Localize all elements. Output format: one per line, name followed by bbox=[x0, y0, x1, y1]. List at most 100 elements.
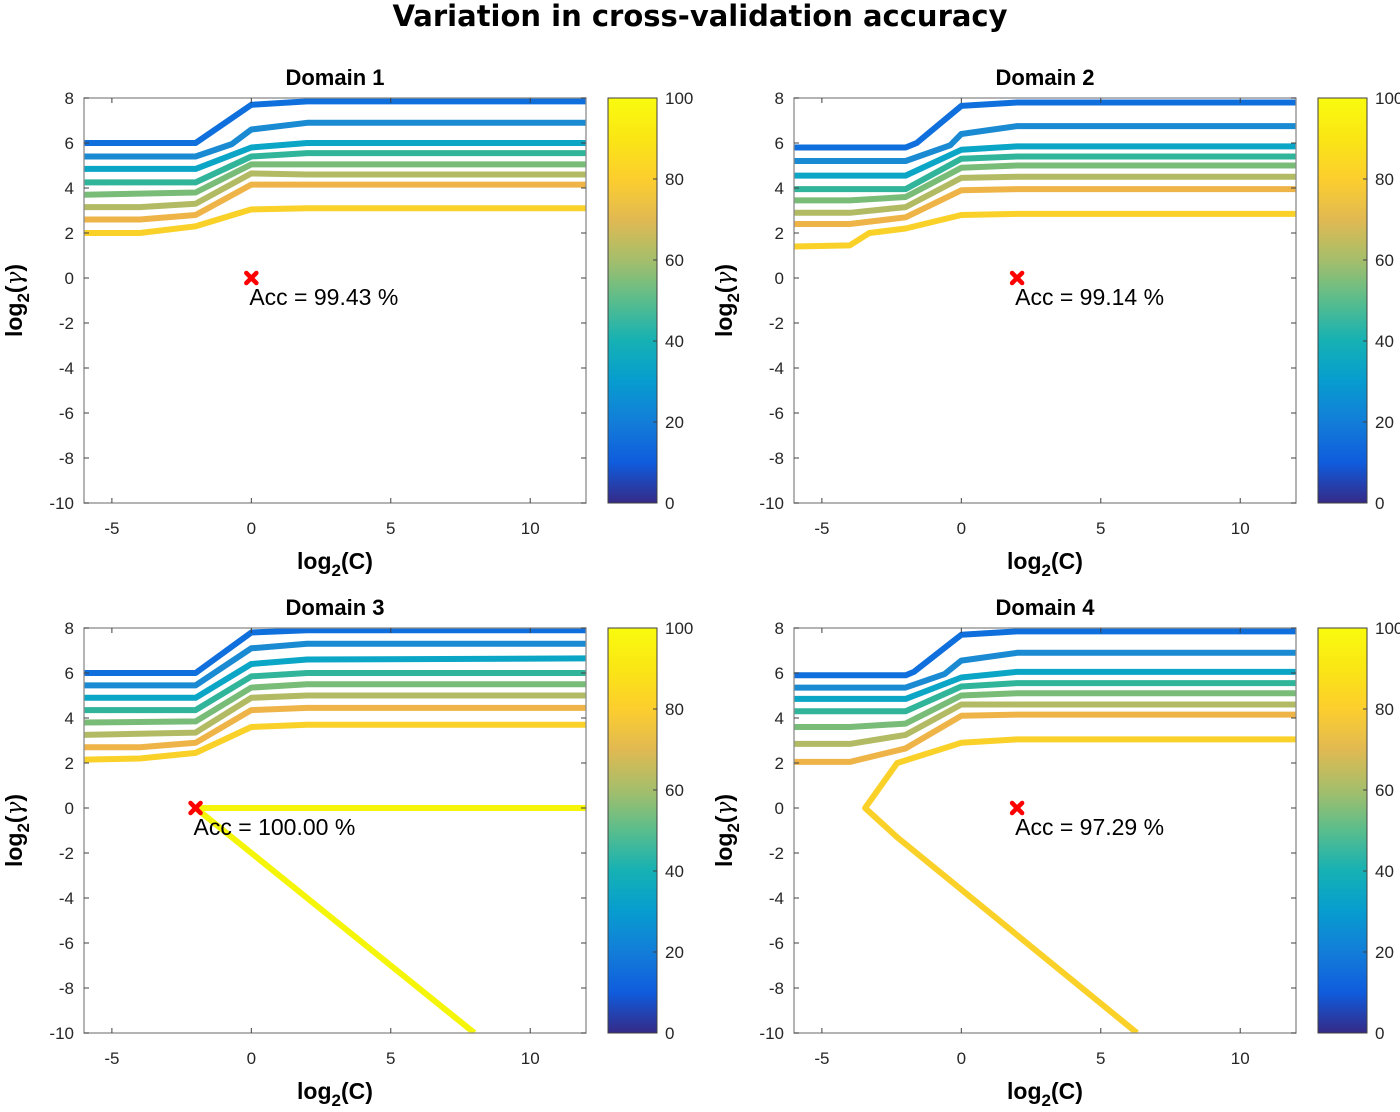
contour-line-80 bbox=[84, 205, 586, 236]
contour-line-20 bbox=[794, 123, 1296, 164]
contour-lines bbox=[84, 98, 586, 236]
contour-line-40 bbox=[794, 680, 1296, 715]
colorbar-tick-label: 80 bbox=[665, 170, 684, 189]
colorbar-tick-label: 100 bbox=[1375, 619, 1400, 638]
colorbar-tick-label: 40 bbox=[1375, 332, 1394, 351]
y-tick-label: 6 bbox=[775, 134, 784, 153]
x-tick-label: -5 bbox=[104, 519, 119, 538]
y-tick-label: 6 bbox=[65, 134, 74, 153]
colorbar-gradient bbox=[1317, 627, 1368, 1034]
y-tick-label: -2 bbox=[769, 314, 784, 333]
colorbar-gradient bbox=[607, 627, 658, 1034]
contour-line-40 bbox=[84, 670, 586, 714]
colorbar-tick-label: 80 bbox=[1375, 700, 1394, 719]
x-tick-label: 5 bbox=[386, 519, 395, 538]
x-tick-label: -5 bbox=[814, 1049, 829, 1068]
contour-line-50 bbox=[794, 162, 1296, 204]
contour-lines bbox=[794, 99, 1296, 250]
y-tick-label: -10 bbox=[49, 494, 74, 513]
contour-line-60 bbox=[84, 170, 586, 211]
colorbar-tick-label: 20 bbox=[665, 413, 684, 432]
subplot-domain-2: Domain 2-5 0 5 1086420-2-4-6-8-10log2(C)log… bbox=[711, 65, 1400, 580]
contour-line-10 bbox=[794, 628, 1296, 679]
y-tick-label: -8 bbox=[59, 449, 74, 468]
x-tick-label: 0 bbox=[957, 1049, 966, 1068]
y-tick-label: 8 bbox=[65, 89, 74, 108]
y-tick-label: 2 bbox=[65, 754, 74, 773]
contour-line-20 bbox=[84, 119, 586, 160]
y-tick-label: 8 bbox=[775, 619, 784, 638]
subplot-title: Domain 1 bbox=[285, 65, 384, 90]
subplot-title: Domain 3 bbox=[285, 595, 384, 620]
contour-line-30 bbox=[794, 668, 1296, 702]
x-tick-label: 5 bbox=[1096, 1049, 1105, 1068]
accuracy-annotation: Acc = 99.43 % bbox=[249, 284, 398, 310]
contour-line-20 bbox=[794, 649, 1296, 691]
y-tick-label: 4 bbox=[775, 179, 784, 198]
axes-frame bbox=[83, 627, 587, 1034]
y-tick-label: -6 bbox=[59, 404, 74, 423]
y-tick-label: -10 bbox=[759, 494, 784, 513]
best-point-marker bbox=[244, 270, 259, 286]
axes-frame bbox=[793, 627, 1297, 1034]
contour-line-40 bbox=[794, 153, 1296, 193]
y-tick-label: -4 bbox=[59, 359, 74, 378]
x-tick-label: -5 bbox=[814, 519, 829, 538]
colorbar-tick-label: 60 bbox=[1375, 781, 1394, 800]
y-tick-label: 4 bbox=[65, 179, 74, 198]
y-tick-label: 6 bbox=[775, 664, 784, 683]
y-tick-label: 2 bbox=[775, 224, 784, 243]
y-axis-label: log2(γ) bbox=[711, 264, 743, 337]
contour-line-60 bbox=[794, 173, 1296, 216]
colorbar-tick-label: 40 bbox=[1375, 862, 1394, 881]
y-tick-label: 8 bbox=[65, 619, 74, 638]
colorbar-tick-label: 80 bbox=[665, 700, 684, 719]
y-tick-label: -4 bbox=[769, 889, 784, 908]
y-tick-label: 4 bbox=[65, 709, 74, 728]
colorbar-tick-label: 0 bbox=[1375, 1024, 1384, 1043]
contour-line-60 bbox=[794, 701, 1296, 747]
y-tick-label: 8 bbox=[775, 89, 784, 108]
x-axis-label: log2(C) bbox=[1007, 548, 1083, 580]
y-axis-label: log2(γ) bbox=[1, 794, 33, 867]
contour-line-30 bbox=[84, 140, 586, 172]
colorbar-tick-label: 40 bbox=[665, 862, 684, 881]
contour-line-70 bbox=[794, 711, 1296, 765]
colorbar: 100 80 60 40 20 0 bbox=[607, 619, 693, 1043]
subplot-domain-4: Domain 4-5 0 5 1086420-2-4-6-8-10log2(C)log… bbox=[711, 595, 1400, 1110]
colorbar-tick-label: 100 bbox=[1375, 89, 1400, 108]
x-axis-label: log2(C) bbox=[297, 548, 373, 580]
y-tick-label: -2 bbox=[769, 844, 784, 863]
best-point-marker bbox=[1009, 800, 1025, 816]
subplot-domain-3: Domain 3-5 0 5 1086420-2-4-6-8-10log2(C)log… bbox=[1, 595, 693, 1110]
contour-line-60 bbox=[84, 692, 586, 738]
contour-line-20 bbox=[84, 640, 586, 689]
x-axis-label: log2(C) bbox=[1007, 1078, 1083, 1110]
x-tick-label: -5 bbox=[104, 1049, 119, 1068]
best-point-marker bbox=[188, 800, 203, 816]
y-tick-label: 4 bbox=[775, 709, 784, 728]
colorbar-gradient bbox=[607, 97, 658, 504]
contour-line-30 bbox=[84, 655, 586, 701]
x-tick-label: 5 bbox=[386, 1049, 395, 1068]
colorbar: 100 80 60 40 20 0 bbox=[1317, 89, 1400, 513]
colorbar-tick-label: 0 bbox=[1375, 494, 1384, 513]
figure-title: Variation in cross-validation accuracy bbox=[392, 0, 1007, 33]
subplot-domain-1: Domain 1-5 0 5 1086420-2-4-6-8-10log2(C)log… bbox=[1, 65, 693, 580]
y-tick-label: -4 bbox=[769, 359, 784, 378]
colorbar-tick-label: 100 bbox=[665, 89, 693, 108]
contour-line-70 bbox=[84, 181, 586, 223]
subplot-title: Domain 2 bbox=[995, 65, 1094, 90]
colorbar-tick-label: 20 bbox=[1375, 943, 1394, 962]
colorbar-tick-label: 0 bbox=[665, 1024, 674, 1043]
accuracy-annotation: Acc = 100.00 % bbox=[194, 814, 356, 840]
x-tick-label: 10 bbox=[1231, 1049, 1250, 1068]
y-tick-label: 0 bbox=[65, 269, 74, 288]
y-tick-label: 0 bbox=[775, 269, 784, 288]
y-tick-label: -8 bbox=[769, 449, 784, 468]
contour-line-10 bbox=[794, 99, 1296, 151]
y-tick-label: 2 bbox=[65, 224, 74, 243]
y-tick-label: -10 bbox=[759, 1024, 784, 1043]
y-tick-label: -4 bbox=[59, 889, 74, 908]
